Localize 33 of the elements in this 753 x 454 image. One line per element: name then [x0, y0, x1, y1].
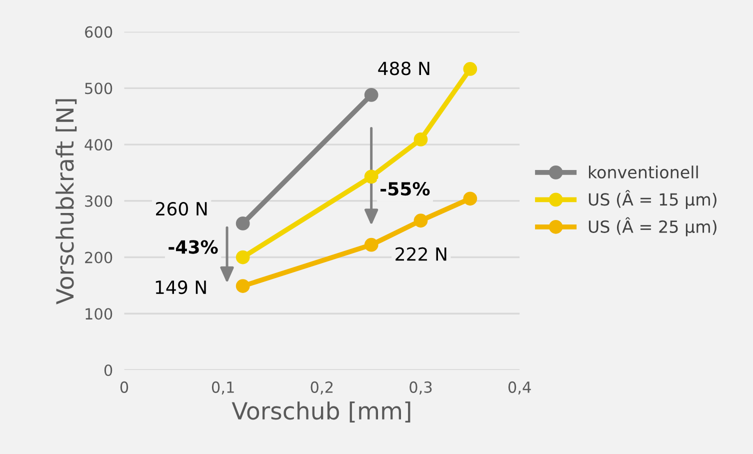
- legend-label: US (Â = 15 µm): [588, 190, 716, 209]
- annotation: 149 N: [156, 280, 206, 294]
- y-tick-label: 200: [85, 252, 112, 264]
- y-tick-label: 400: [84, 138, 112, 151]
- x-tick-label: 0,3: [410, 381, 432, 395]
- point: [414, 132, 428, 146]
- point: [236, 279, 250, 293]
- x-axis-title: Vorschub [mm]: [232, 401, 410, 423]
- annotation: -43%: [168, 240, 218, 254]
- point: [463, 62, 478, 76]
- y-tick-label: 600: [85, 26, 112, 38]
- point: [364, 170, 378, 184]
- x-tick-label: 0,2: [310, 381, 333, 395]
- y-tick-label: 0: [104, 364, 112, 376]
- y-tick-label: 100: [86, 308, 112, 320]
- x-tick-label: 0,1: [212, 381, 234, 395]
- point: [236, 250, 250, 264]
- legend-label: US (Â = 25 µm): [588, 217, 716, 236]
- y-tick-label: 300: [85, 195, 112, 207]
- annotation: 222 N: [396, 247, 446, 261]
- y-tick-label: 500: [85, 82, 112, 94]
- point: [364, 238, 378, 252]
- point: [236, 216, 250, 230]
- y-axis-title: Vorschubkraft [N]: [56, 99, 77, 304]
- point: [463, 192, 478, 206]
- annotation: -55%: [380, 182, 430, 196]
- point: [364, 88, 378, 102]
- point: [414, 214, 428, 228]
- legend-label: konventionell: [588, 166, 698, 178]
- x-tick-label: 0,4: [508, 381, 531, 395]
- annotation: 488 N: [378, 62, 430, 76]
- x-tick-label: 0: [120, 381, 128, 393]
- annotation: 260 N: [156, 202, 207, 216]
